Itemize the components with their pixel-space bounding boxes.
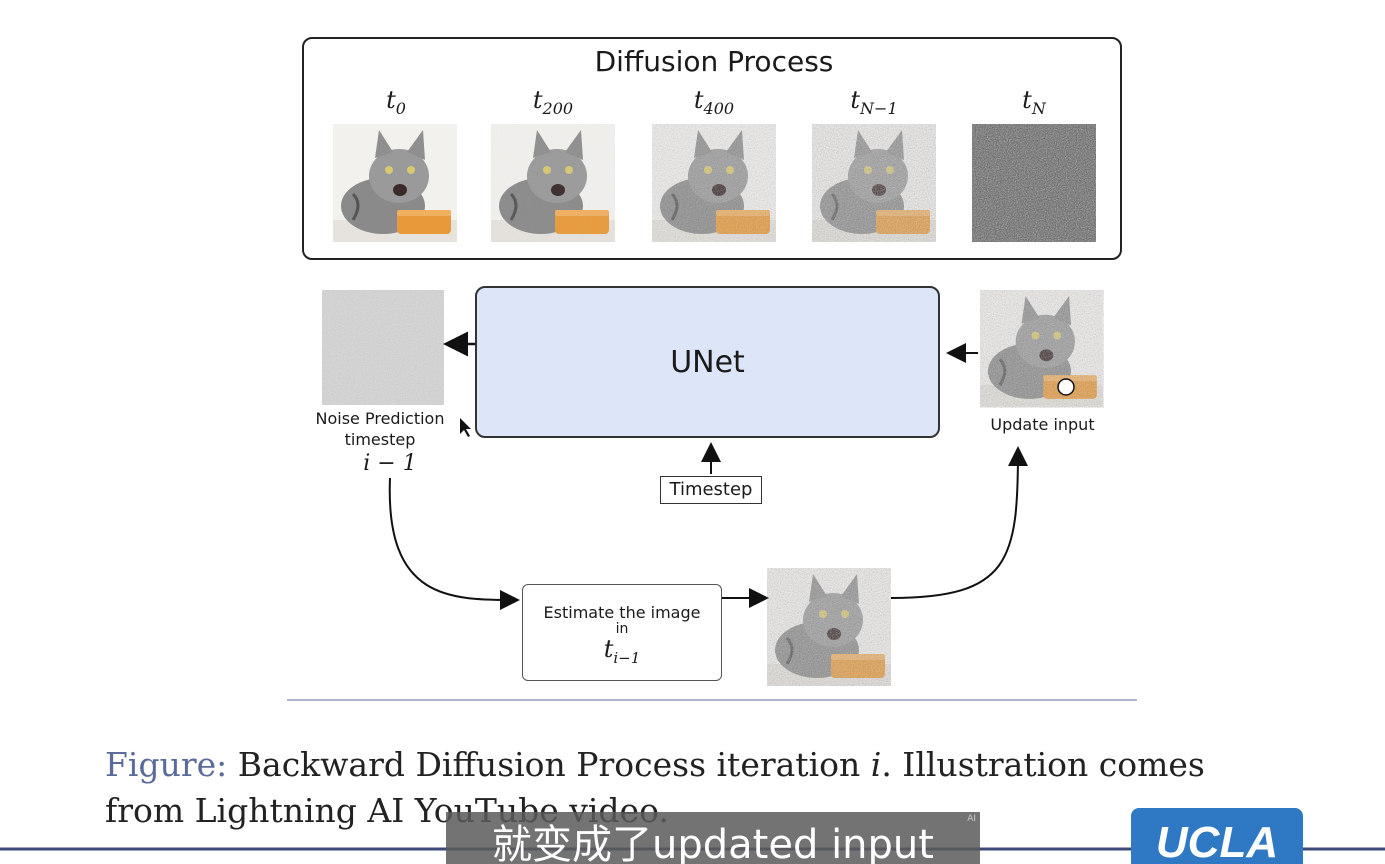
thumb-t400 (650, 122, 778, 244)
figure-prefix: Figure: (105, 745, 228, 784)
timestep-expression: i − 1 (363, 451, 417, 476)
figure-caption: Figure: Backward Diffusion Process itera… (105, 745, 1205, 830)
thumb-tn-1 (810, 122, 938, 244)
diffusion-process-title: Diffusion Process (594, 45, 834, 78)
video-subtitle: 就变成了updated input AI (446, 812, 980, 864)
update-input-label: Update input (990, 415, 1095, 434)
arrow-image-to-update (890, 446, 1028, 599)
thumb-tn (972, 124, 1096, 242)
step-label-tn-1: tN−1 (850, 86, 898, 118)
unet-block: UNet (475, 286, 940, 438)
estimate-line2: in (615, 621, 629, 637)
estimate-math: ti−1 (603, 635, 641, 667)
arrow-noise-to-estimate (388, 477, 520, 610)
pointer-cursor-icon (460, 418, 471, 437)
estimate-image-box: Estimate the image in ti−1 (522, 584, 722, 681)
step-label-tn: tN (1022, 86, 1046, 118)
step-label-t0: t0 (386, 86, 406, 118)
thumb-t0 (331, 122, 459, 244)
noise-prediction-label: Noise Prediction timestep (315, 409, 445, 449)
hand-cursor-icon (1057, 378, 1075, 396)
diffusion-process-panel: Diffusion Process (302, 37, 1122, 260)
thumb-t200 (489, 122, 617, 244)
noise-prediction-image (322, 290, 444, 405)
estimate-line1: Estimate the image (543, 603, 701, 622)
update-input-image (978, 288, 1105, 409)
step-label-t200: t200 (532, 86, 574, 118)
estimated-image (765, 566, 893, 688)
ucla-logo: UCLA (1131, 808, 1303, 864)
timestep-box: Timestep (660, 476, 762, 504)
subtitle-ai-badge: AI (967, 814, 976, 824)
step-label-t400: t400 (693, 86, 735, 118)
